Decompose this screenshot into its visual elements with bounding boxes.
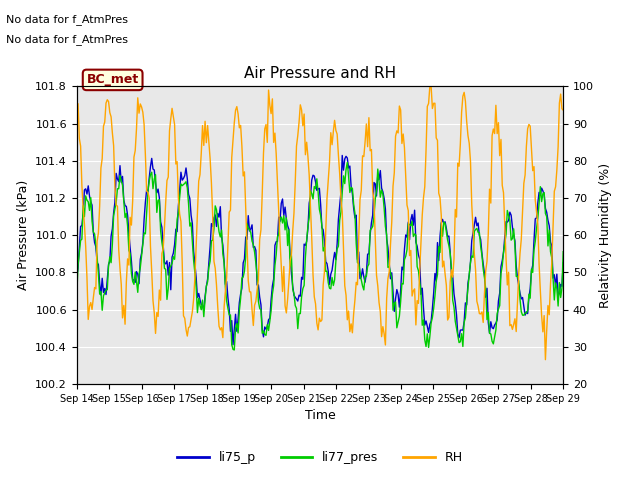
Y-axis label: Relativity Humidity (%): Relativity Humidity (%) bbox=[600, 163, 612, 308]
Text: No data for f_AtmPres: No data for f_AtmPres bbox=[6, 34, 129, 45]
Title: Air Pressure and RH: Air Pressure and RH bbox=[244, 66, 396, 81]
Text: BC_met: BC_met bbox=[86, 73, 139, 86]
Text: No data for f_AtmPres: No data for f_AtmPres bbox=[6, 14, 129, 25]
Y-axis label: Air Pressure (kPa): Air Pressure (kPa) bbox=[17, 180, 30, 290]
Legend: li75_p, li77_pres, RH: li75_p, li77_pres, RH bbox=[172, 446, 468, 469]
X-axis label: Time: Time bbox=[305, 409, 335, 422]
